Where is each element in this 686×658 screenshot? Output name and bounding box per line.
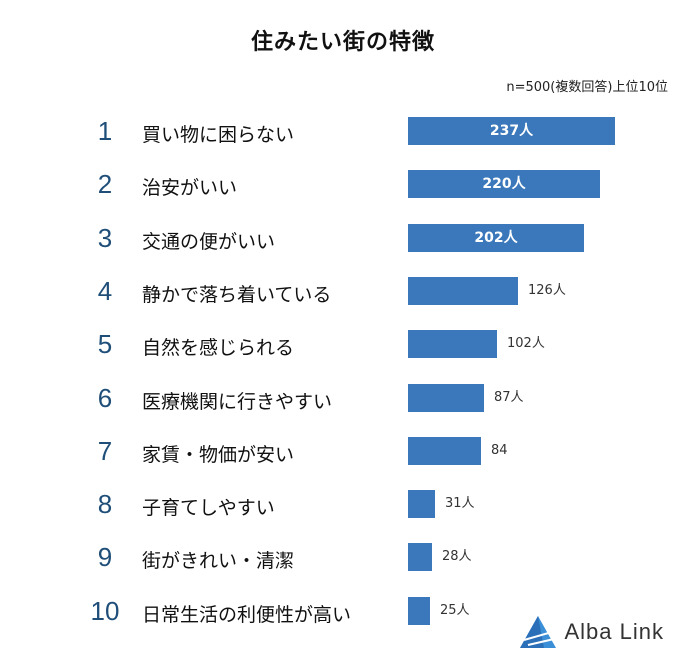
bar-row: 9 街がきれい・清潔 28人 — [0, 532, 686, 586]
bar — [408, 330, 497, 359]
bar — [408, 383, 484, 412]
value-label: 87人 — [494, 389, 524, 405]
rank-number: 3 — [97, 222, 113, 253]
bar — [408, 276, 518, 305]
rank-number: 9 — [97, 542, 113, 573]
category-label: 交通の便がいい — [142, 230, 276, 253]
sample-note: n=500(複数回答)上位10位 — [506, 80, 668, 95]
value-label: 28人 — [442, 549, 472, 565]
bar — [408, 170, 600, 199]
chart-title: 住みたい街の特徴 — [250, 30, 435, 55]
value-label: 25人 — [440, 602, 470, 618]
bar-row: 5 自然を感じられる 102人 — [0, 319, 686, 373]
value-label: 31人 — [445, 496, 475, 512]
bar-row: 1 買い物に困らない 237人 — [0, 106, 686, 160]
rank-number: 4 — [97, 275, 113, 306]
value-label: 102人 — [507, 336, 545, 352]
value-label: 202人 — [474, 229, 518, 246]
bar-row: 3 交通の便がいい 202人 — [0, 213, 686, 267]
bar-row: 7 家賃・物価が安い 84 — [0, 426, 686, 480]
alba-link-logo-icon — [520, 616, 557, 648]
rank-number: 8 — [97, 489, 113, 520]
category-label: 街がきれい・清潔 — [142, 550, 295, 573]
category-label: 買い物に困らない — [142, 124, 295, 146]
category-label: 治安がいい — [142, 177, 238, 200]
value-label: 126人 — [528, 282, 566, 298]
rank-number: 6 — [97, 382, 113, 413]
category-label: 自然を感じられる — [142, 337, 295, 360]
rank-number: 10 — [90, 595, 120, 626]
bar-row: 4 静かで落ち着いている 126人 — [0, 266, 686, 320]
bar — [408, 490, 435, 519]
bar-row: 10 日常生活の利便性が高い 25人 — [0, 586, 686, 640]
bar-row: 2 治安がいい 220人 — [0, 159, 686, 213]
rank-number: 1 — [97, 116, 113, 146]
bar-row: 8 子育てしやすい 31人 — [0, 479, 686, 533]
rank-number: 7 — [97, 435, 113, 466]
category-label: 家賃・物価が安い — [142, 443, 295, 466]
category-label: 医療機関に行きやすい — [142, 390, 333, 413]
bar — [408, 543, 432, 572]
category-label: 子育てしやすい — [142, 497, 275, 520]
logo-text: Alba Link — [564, 619, 664, 644]
bar-row: 6 医療機関に行きやすい 87人 — [0, 373, 686, 427]
category-label: 日常生活の利便性が高い — [142, 603, 352, 626]
value-label: 84 — [491, 442, 508, 458]
category-label: 静かで落ち着いている — [142, 283, 332, 306]
value-label: 237人 — [489, 123, 534, 139]
bar — [408, 436, 481, 465]
bar — [408, 223, 584, 252]
rank-number: 5 — [97, 329, 113, 360]
rank-number: 2 — [97, 169, 113, 200]
brand-logo: Alba Link — [518, 614, 664, 650]
bar — [408, 596, 430, 625]
bar — [408, 117, 615, 145]
value-label: 220人 — [482, 176, 526, 193]
